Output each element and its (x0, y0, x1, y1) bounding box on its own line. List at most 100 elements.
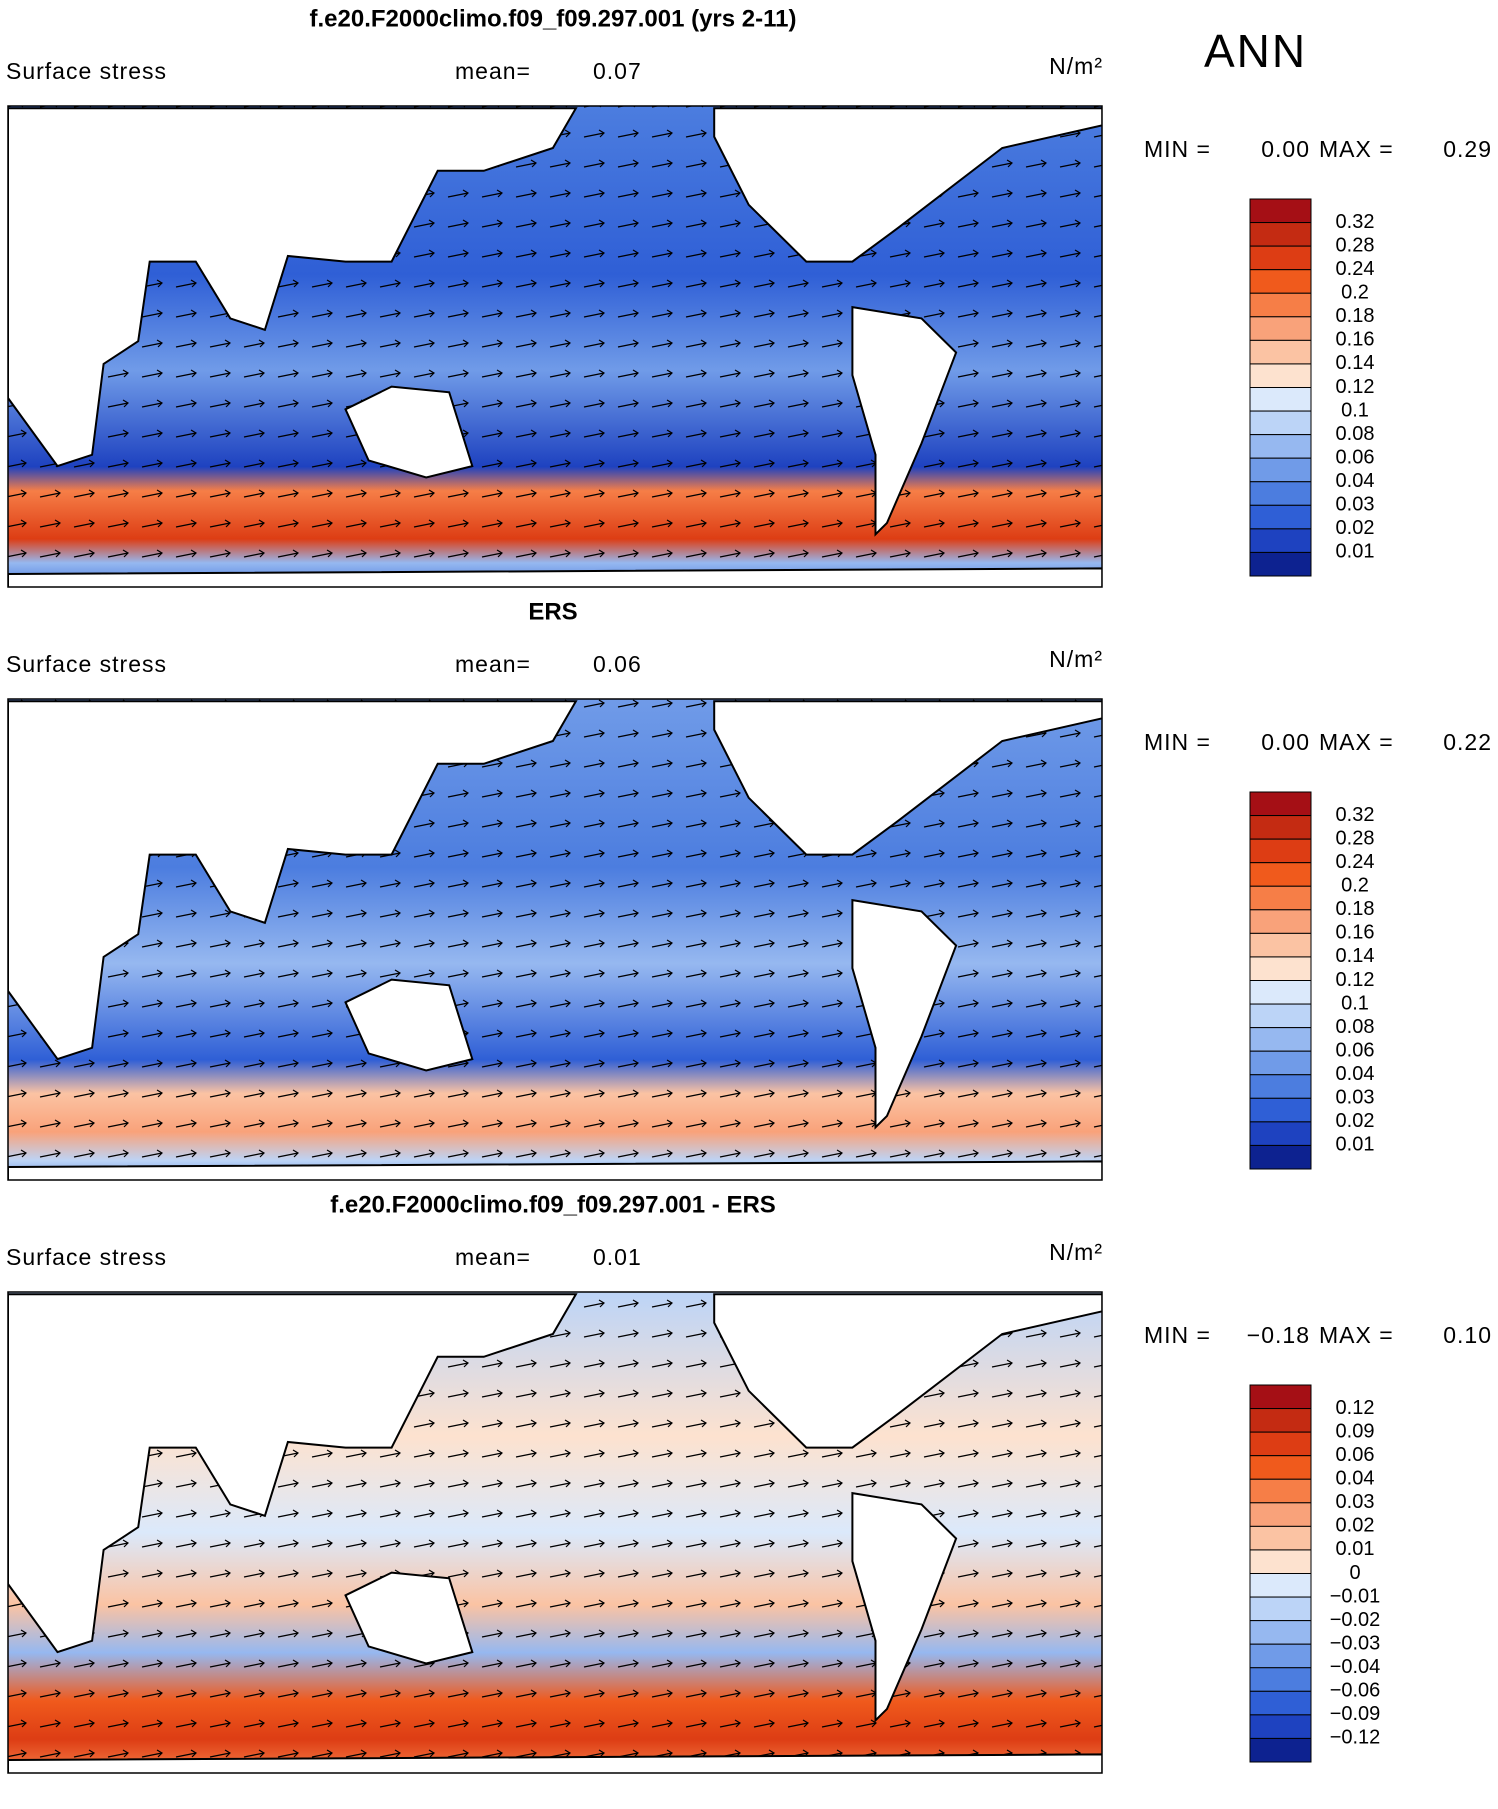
colorbar-label: 0.02 (1336, 1110, 1375, 1132)
mean-label: mean= (455, 58, 531, 84)
colorbar-box (1249, 481, 1312, 506)
land (713, 700, 1102, 856)
colorbar-label: 0.1 (1341, 399, 1369, 421)
land (851, 898, 958, 1130)
land (713, 107, 1102, 263)
colorbar-label: 0.08 (1336, 423, 1375, 445)
min-value: 0.00 (1261, 729, 1310, 755)
colorbar-label: 0.04 (1336, 1468, 1375, 1490)
colorbar-label: 0.18 (1336, 305, 1375, 327)
colorbar-box (1249, 1408, 1312, 1433)
colorbar-box (1249, 1690, 1312, 1716)
colorbar-label: 0 (1349, 1562, 1360, 1584)
colorbar-box (1249, 1502, 1312, 1527)
panel-title: f.e20.F2000climo.f09_f09.297.001 - ERS (330, 1191, 776, 1218)
colorbar-label: 0.01 (1336, 1134, 1375, 1156)
colorbar-label: 0.09 (1336, 1420, 1375, 1442)
land (8, 1753, 1102, 1773)
max-value: 0.29 (1443, 136, 1492, 162)
variable-label: Surface stress (6, 1244, 167, 1270)
colorbar-box (1249, 862, 1312, 887)
min-label: MIN = (1144, 1322, 1211, 1348)
land (713, 1293, 1102, 1449)
season-label: ANN (1204, 25, 1307, 77)
colorbar-box (1249, 956, 1312, 981)
panel: ERS Surface stress mean= 0.06 N/m² MIN = 0.00 M… (6, 598, 1492, 1181)
colorbar-label: 0.32 (1336, 804, 1375, 826)
colorbar-label: 0.06 (1336, 1444, 1375, 1466)
colorbar-label: 0.03 (1336, 1087, 1375, 1109)
panel: f.e20.F2000climo.f09_f09.297.001 - ERS Su… (6, 1191, 1492, 1774)
units-label: N/m² (1049, 1239, 1103, 1265)
colorbar-box (1249, 245, 1312, 271)
max-label: MAX = (1319, 729, 1394, 755)
colorbar-box (1249, 504, 1312, 530)
colorbar-label: 0.02 (1336, 1515, 1375, 1537)
colorbar-label: 0.28 (1336, 234, 1375, 256)
colorbar-box (1249, 1620, 1312, 1645)
min-value: −0.18 (1247, 1322, 1310, 1348)
colorbar-label: 0.12 (1336, 1397, 1375, 1419)
colorbar-box (1249, 1003, 1312, 1029)
land (344, 385, 474, 479)
colorbar-label: 0.16 (1336, 922, 1375, 944)
colorbar-box (1249, 222, 1312, 247)
colorbar-box (1249, 528, 1312, 553)
colorbar-box (1249, 198, 1312, 224)
colorbar-box (1249, 292, 1312, 318)
land (8, 107, 578, 468)
colorbar-label: 0.02 (1336, 517, 1375, 539)
colorbar-label: −0.02 (1330, 1609, 1381, 1631)
colorbar-box (1249, 1144, 1312, 1170)
colorbar-label: 0.14 (1336, 945, 1375, 967)
colorbar-box (1249, 1384, 1312, 1410)
colorbar-label: −0.04 (1330, 1656, 1381, 1678)
colorbar-box (1249, 457, 1312, 483)
land (8, 567, 1102, 587)
colorbar-label: 0.04 (1336, 1063, 1375, 1085)
variable-label: Surface stress (6, 58, 167, 84)
mean-value: 0.01 (593, 1244, 642, 1270)
land (8, 700, 578, 1061)
colorbar-label: 0.08 (1336, 1016, 1375, 1038)
units-label: N/m² (1049, 53, 1103, 79)
colorbar-label: 0.06 (1336, 446, 1375, 468)
colorbar-box (1249, 1643, 1312, 1669)
map-frame (7, 698, 1103, 1181)
colorbar-box (1249, 316, 1312, 341)
mean-label: mean= (455, 1244, 531, 1270)
colorbar-label: 0.03 (1336, 494, 1375, 516)
land (8, 1160, 1102, 1180)
max-value: 0.22 (1443, 729, 1492, 755)
max-label: MAX = (1319, 1322, 1394, 1348)
colorbar-label: 0.1 (1341, 992, 1369, 1014)
land (344, 1571, 474, 1665)
colorbar-box (1249, 980, 1312, 1005)
land (851, 305, 958, 537)
colorbar-label: 0.06 (1336, 1039, 1375, 1061)
map-frame (7, 1291, 1103, 1774)
mean-value: 0.06 (593, 651, 642, 677)
colorbar-box (1249, 387, 1312, 412)
colorbar-box (1249, 1431, 1312, 1457)
colorbar-box (1249, 1050, 1312, 1076)
colorbar-box (1249, 363, 1312, 388)
colorbar-label: 0.28 (1336, 827, 1375, 849)
min-label: MIN = (1144, 729, 1211, 755)
colorbar-label: −0.06 (1330, 1680, 1381, 1702)
colorbar-box (1249, 1455, 1312, 1480)
colorbar-label: −0.03 (1330, 1632, 1381, 1654)
colorbar-label: 0.24 (1336, 851, 1375, 873)
colorbar-label: 0.12 (1336, 969, 1375, 991)
colorbar-box (1249, 1573, 1312, 1598)
colorbar-box (1249, 410, 1312, 436)
colorbar-box (1249, 885, 1312, 911)
colorbar-label: 0.04 (1336, 470, 1375, 492)
colorbar-box (1249, 339, 1312, 365)
colorbar-label: −0.09 (1330, 1703, 1381, 1725)
colorbar-label: 0.2 (1341, 282, 1369, 304)
colorbar-label: 0.16 (1336, 329, 1375, 351)
colorbar-box (1249, 791, 1312, 817)
max-value: 0.10 (1443, 1322, 1492, 1348)
units-label: N/m² (1049, 646, 1103, 672)
